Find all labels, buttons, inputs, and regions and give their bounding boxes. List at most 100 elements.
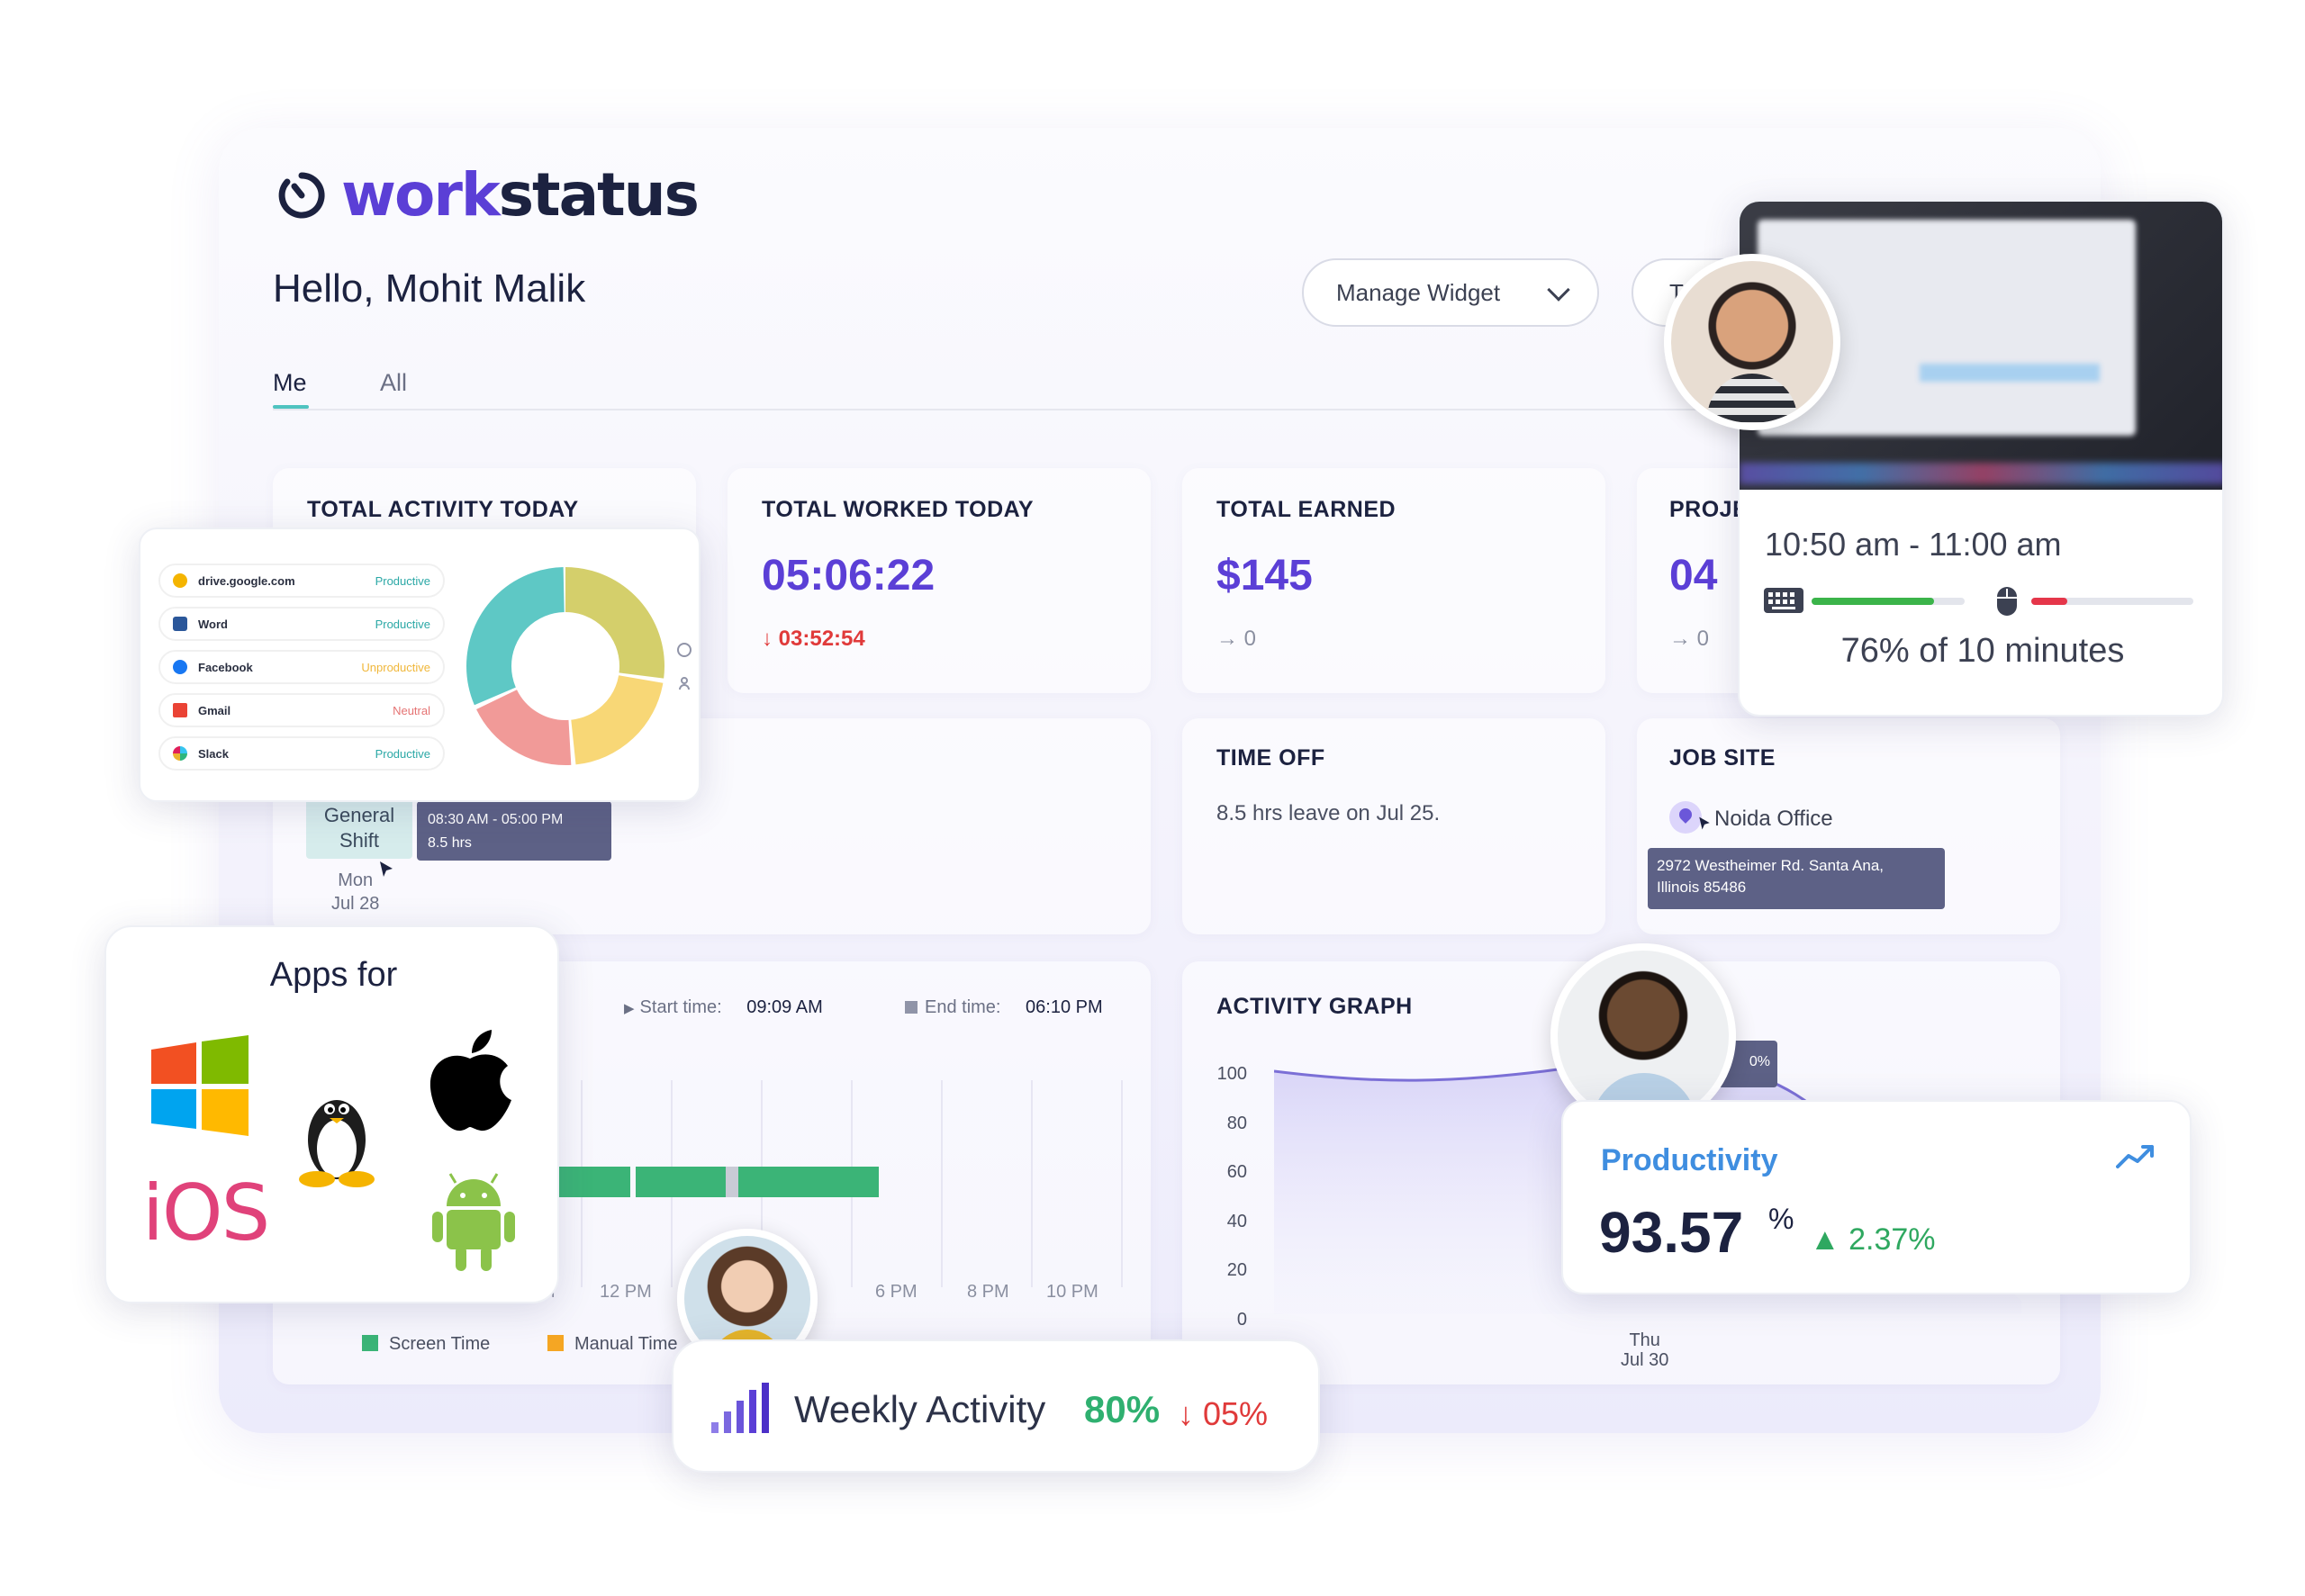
legend-label: Manual Time xyxy=(574,1334,678,1354)
timer-icon xyxy=(278,171,325,218)
productivity-label: Productivity xyxy=(1601,1143,1778,1177)
screenshot-time-range: 10:50 am - 11:00 am xyxy=(1765,526,2062,563)
start-time-label: Start time: xyxy=(639,997,722,1017)
windows-icon[interactable] xyxy=(148,1033,252,1138)
apps-for-title: Apps for xyxy=(269,956,398,994)
address-line2: Illinois 85486 xyxy=(1657,879,1747,896)
y-tick: 0 xyxy=(1236,1309,1247,1330)
total-worked-card: TOTAL WORKED TODAY 05:06:22 ↓ 03:52:54 xyxy=(728,468,1151,693)
earned-delta: → 0 xyxy=(1216,627,1257,651)
earned-value: $145 xyxy=(1216,552,1313,600)
app-row-word[interactable]: Word Productive xyxy=(158,607,445,641)
tick-label: 6 PM xyxy=(875,1282,917,1302)
shift-block[interactable]: General Shift xyxy=(306,798,412,859)
app-status: Neutral xyxy=(393,703,430,717)
apple-icon[interactable] xyxy=(423,1028,517,1136)
screen-time-bar[interactable] xyxy=(738,1167,879,1197)
brand-name: workstatus xyxy=(341,160,700,230)
app-name: drive.google.com xyxy=(198,573,295,588)
manage-widget-label: Manage Widget xyxy=(1336,278,1501,306)
app-row-facebook[interactable]: Facebook Unproductive xyxy=(158,650,445,684)
y-axis: 100 80 60 40 20 0 xyxy=(1211,1050,1247,1345)
card-title: TOTAL WORKED TODAY xyxy=(762,497,1035,522)
user-icon[interactable] xyxy=(679,677,690,690)
worked-value: 05:06:22 xyxy=(762,552,936,600)
y-tick: 60 xyxy=(1226,1162,1247,1183)
legend-screen-time: Screen Time xyxy=(362,1334,490,1355)
weekly-activity-label: Weekly Activity xyxy=(794,1388,1046,1430)
shift-date-label: Jul 28 xyxy=(331,894,380,914)
app-row-drive[interactable]: drive.google.com Productive xyxy=(158,564,445,598)
shift-name: General xyxy=(323,804,395,826)
weekly-activity-value: 80% xyxy=(1084,1388,1161,1430)
x-date: Jul 30 xyxy=(1621,1350,1669,1370)
facebook-icon xyxy=(173,660,187,674)
y-tick: 40 xyxy=(1226,1211,1247,1231)
app-name: Facebook xyxy=(198,660,253,674)
address-line1: 2972 Westheimer Rd. Santa Ana, xyxy=(1657,857,1885,874)
tab-me[interactable]: Me xyxy=(273,369,307,396)
ios-label[interactable]: iOS xyxy=(142,1168,270,1258)
screen-time-bar[interactable] xyxy=(636,1167,726,1197)
apps-for-card: Apps for iOS xyxy=(104,925,559,1303)
tick-label: 10 PM xyxy=(1046,1282,1098,1302)
card-title: TIME OFF xyxy=(1216,745,1325,771)
chevron-down-icon xyxy=(1547,278,1570,302)
google-drive-icon xyxy=(173,573,187,588)
screenshot-thumbnail[interactable] xyxy=(1740,202,2222,490)
location-pin-icon xyxy=(1669,801,1702,834)
weekly-activity-delta: ↓ 05% xyxy=(1178,1395,1269,1432)
tab-divider xyxy=(273,409,1758,410)
shift-date: Mon Jul 28 xyxy=(331,869,379,915)
app-row-gmail[interactable]: Gmail Neutral xyxy=(158,693,445,727)
card-title: PROJE xyxy=(1669,497,1749,522)
logo: workstatus xyxy=(275,160,700,230)
app-name: Word xyxy=(198,617,228,631)
gmail-icon xyxy=(173,703,187,717)
idle-bar[interactable] xyxy=(726,1167,738,1197)
time-off-text: 8.5 hrs leave on Jul 25. xyxy=(1216,801,1441,825)
tab-active-indicator xyxy=(273,405,309,409)
trend-up-icon[interactable] xyxy=(2116,1143,2156,1170)
shift-day: Mon xyxy=(338,870,374,890)
projects-delta: → 0 xyxy=(1669,627,1710,651)
end-time: End time: 06:10 PM xyxy=(905,997,1103,1018)
card-title: JOB SITE xyxy=(1669,745,1776,771)
productivity-value: 93.57 xyxy=(1599,1200,1744,1265)
activity-summary: 76% of 10 minutes xyxy=(1840,632,2125,670)
app-name: Gmail xyxy=(198,703,231,717)
card-title: TOTAL EARNED xyxy=(1216,497,1397,522)
keyboard-activity-bar xyxy=(1812,598,1965,605)
time-off-card: TIME OFF 8.5 hrs leave on Jul 25. xyxy=(1182,718,1605,934)
mouse-activity-bar xyxy=(2031,598,2193,605)
cursor-icon xyxy=(1699,816,1710,830)
tab-all[interactable]: All xyxy=(380,369,408,396)
play-icon: ▶ xyxy=(624,1001,635,1016)
manage-widget-button[interactable]: Manage Widget xyxy=(1302,258,1599,327)
app-name: Slack xyxy=(198,746,229,761)
stop-icon xyxy=(905,1001,917,1014)
cursor-icon xyxy=(380,861,393,877)
clock-icon[interactable] xyxy=(677,643,692,657)
avatar[interactable] xyxy=(1664,254,1840,430)
keyboard-icon xyxy=(1764,588,1803,613)
end-time-value: 06:10 PM xyxy=(1026,997,1103,1017)
card-title: ACTIVITY GRAPH xyxy=(1216,994,1413,1019)
app-row-slack[interactable]: Slack Productive xyxy=(158,736,445,771)
tick-label: 8 PM xyxy=(967,1282,1009,1302)
app-status: Unproductive xyxy=(361,660,430,674)
card-title: TOTAL ACTIVITY TODAY xyxy=(307,497,579,522)
legend-swatch xyxy=(362,1335,378,1351)
start-time: ▶ Start time: 09:09 AM xyxy=(624,997,823,1018)
linux-icon[interactable] xyxy=(294,1084,380,1188)
android-icon[interactable] xyxy=(429,1170,519,1273)
screen-time-bar[interactable] xyxy=(558,1167,630,1197)
word-icon xyxy=(173,617,187,631)
bar-chart-icon xyxy=(711,1383,769,1433)
legend-label: Screen Time xyxy=(389,1334,491,1354)
productivity-card: Productivity 93.57 % ▲ 2.37% xyxy=(1561,1100,2192,1294)
x-day: Thu xyxy=(1629,1330,1660,1350)
job-site-location[interactable]: Noida Office xyxy=(1714,807,1833,831)
weekly-activity-card: Weekly Activity 80% ↓ 05% xyxy=(672,1339,1320,1473)
start-time-value: 09:09 AM xyxy=(746,997,823,1017)
